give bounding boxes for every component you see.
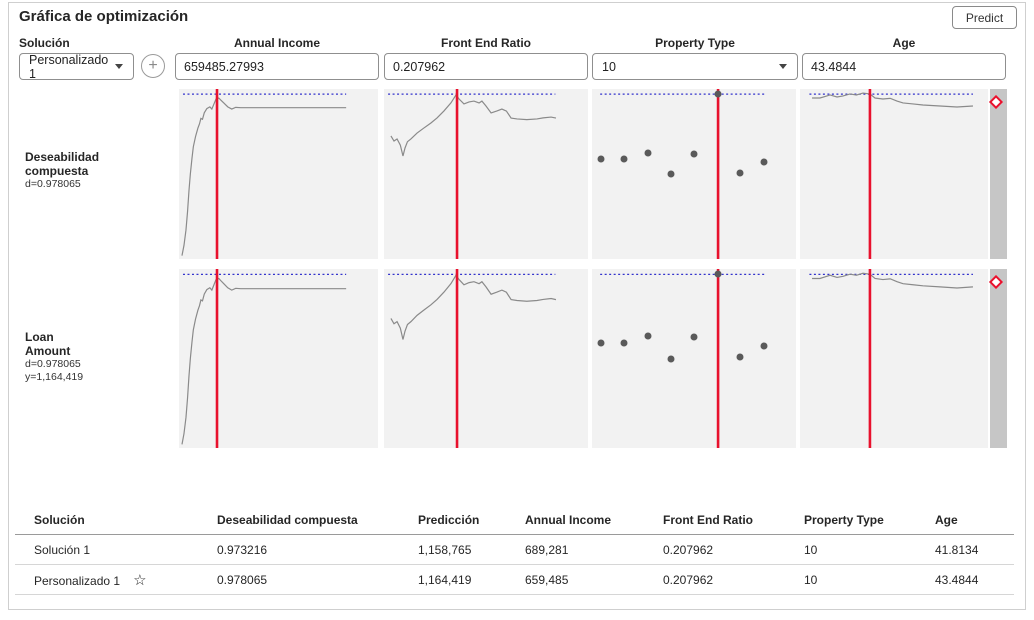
annual-income-input[interactable] (175, 53, 379, 80)
profiler-plot-loan-amount-front-end-ratio[interactable] (384, 269, 588, 448)
scatter-point (597, 155, 605, 163)
profiler-plot-desirability-property-type[interactable] (592, 89, 796, 259)
optimization-panel: Gráfica de optimización Predict Solución… (8, 2, 1026, 610)
column-header: Annual Income (525, 513, 612, 527)
solutions-table: Solución Deseabilidad compuesta Predicci… (15, 506, 1014, 595)
favorite-star-icon[interactable]: ☆ (133, 571, 147, 589)
factor-label-property-type: Property Type (655, 36, 735, 50)
column-header: Property Type (804, 513, 884, 527)
column-header: Predicción (418, 513, 480, 527)
solutions-table-body: Solución 1 0.973216 1,158,765 689,281 0.2079… (15, 535, 1014, 595)
add-solution-button[interactable]: + (141, 54, 165, 78)
scatter-point (736, 169, 744, 177)
table-cell: 41.8134 (935, 542, 979, 557)
chevron-down-icon (779, 64, 787, 69)
property-type-select-value: 10 (602, 59, 616, 74)
scatter-point (644, 332, 652, 340)
scatter-point (667, 170, 675, 178)
profiler-plot-desirability-age[interactable] (800, 89, 988, 259)
scatter-point (644, 149, 652, 157)
response-label-loan-amount: Loan Amount d=0.978065 y=1,164,419 (25, 330, 175, 384)
scatter-point (620, 339, 628, 347)
solutions-table-header: Solución Deseabilidad compuesta Predicci… (15, 506, 1014, 535)
scatter-point (620, 155, 628, 163)
scatter-point (667, 355, 675, 362)
profiler-plot-loan-amount-age[interactable] (800, 269, 988, 448)
column-header: Deseabilidad compuesta (217, 513, 358, 527)
table-cell: 10 (804, 542, 818, 557)
table-cell: 689,281 (525, 542, 569, 557)
scatter-point (714, 90, 722, 98)
scatter-point (736, 353, 744, 361)
front-end-ratio-input[interactable] (384, 53, 588, 80)
scatter-point (690, 333, 698, 341)
table-row[interactable]: Personalizado 1 ☆ 0.978065 1,164,419 659,485… (15, 565, 1014, 595)
column-header: Solución (34, 513, 85, 527)
response-label-line: Loan (25, 330, 54, 344)
response-stat: d=0.978065 (25, 178, 81, 190)
column-header: Age (935, 513, 958, 527)
response-stat: y=1,164,419 (25, 371, 84, 383)
solution-label: Solución (19, 36, 70, 50)
scatter-point (597, 339, 605, 347)
response-label-desirability: Deseabilidad compuesta d=0.978065 (25, 150, 175, 191)
profiler-plot-desirability-annual-income[interactable] (179, 89, 378, 259)
table-cell: 1,164,419 (418, 572, 472, 587)
response-label-line: Deseabilidad (25, 150, 100, 164)
response-stat: d=0.978065 (25, 358, 81, 370)
table-cell: 0.973216 (217, 542, 268, 557)
scatter-point (714, 270, 722, 278)
table-cell: 43.4844 (935, 572, 979, 587)
solution-select-value: Personalizado 1 (29, 52, 109, 81)
table-cell: 659,485 (525, 572, 569, 587)
property-type-select[interactable]: 10 (592, 53, 798, 80)
table-row[interactable]: Solución 1 0.973216 1,158,765 689,281 0.2079… (15, 535, 1014, 565)
profiler-plot-loan-amount-annual-income[interactable] (179, 269, 378, 448)
profiler-scrollbar[interactable] (990, 269, 1007, 448)
scatter-point (760, 158, 768, 166)
table-cell: 0.978065 (217, 572, 268, 587)
profiler-plot-loan-amount-property-type[interactable] (592, 269, 796, 448)
predict-button[interactable]: Predict (952, 6, 1017, 29)
solution-select[interactable]: Personalizado 1 (19, 52, 134, 81)
table-cell: 0.207962 (663, 542, 714, 557)
response-label-line: Amount (25, 344, 71, 358)
table-cell: Personalizado 1 ☆ (34, 571, 147, 589)
table-cell: 10 (804, 572, 818, 587)
scatter-point (690, 150, 698, 158)
plus-icon: + (148, 57, 158, 74)
scatter-point (760, 342, 768, 350)
column-header: Front End Ratio (663, 513, 753, 527)
chevron-down-icon (115, 64, 123, 69)
table-cell: 0.207962 (663, 572, 714, 587)
table-cell: 1,158,765 (418, 542, 472, 557)
age-input[interactable] (802, 53, 1006, 80)
table-cell: Solución 1 (34, 542, 91, 557)
factor-label-age: Age (892, 36, 916, 50)
profiler-plot-desirability-front-end-ratio[interactable] (384, 89, 588, 259)
page-title: Gráfica de optimización (19, 8, 189, 25)
response-label-line: compuesta (25, 164, 89, 178)
profiler-scrollbar[interactable] (990, 89, 1007, 259)
factor-label-annual-income: Annual Income (233, 36, 320, 50)
factor-label-front-end-ratio: Front End Ratio (441, 36, 531, 50)
